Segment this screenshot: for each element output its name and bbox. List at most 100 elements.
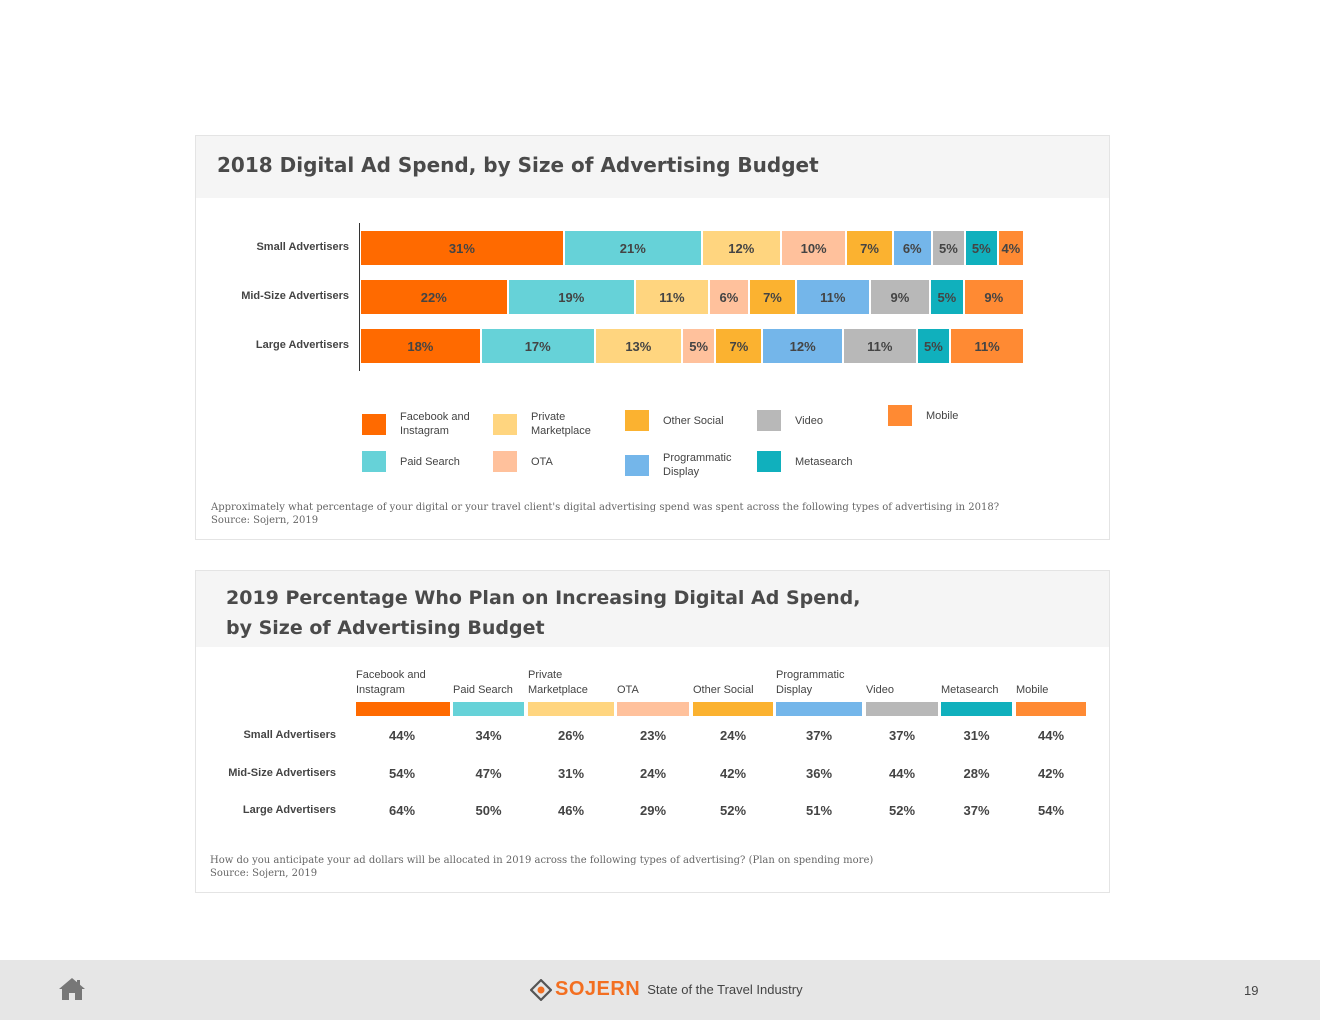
column-header-private_marketplace: Private Marketplace (528, 669, 588, 696)
table-cell-facebook: 44% (388, 728, 416, 743)
bar-segment-facebook: 31% (361, 231, 563, 265)
bar-segment-private_marketplace: 13% (595, 329, 681, 363)
legend-label: Facebook and Instagram (400, 411, 470, 437)
table-cell-paid_search: 47% (475, 766, 502, 781)
brand-logo: SOJERN State of the Travel Industry (530, 978, 803, 1001)
legend-label: Metasearch (795, 455, 853, 468)
column-header-programmatic: Programmatic Display (776, 669, 845, 696)
y-axis-line (359, 223, 360, 371)
column-header-video: Video (866, 684, 894, 696)
brand-name: SOJERN (555, 978, 641, 1000)
column-header-metasearch: Metasearch (941, 684, 999, 696)
footnote-question: Approximately what percentage of your di… (211, 502, 1000, 513)
legend-label: Private Marketplace (531, 411, 591, 437)
bar-segment-metasearch: 5% (917, 329, 950, 363)
legend-item-other_social: Other Social (625, 410, 753, 431)
table-cell-programmatic: 37% (805, 728, 833, 743)
column-header-paid_search: Paid Search (453, 684, 513, 696)
table-cell-ota: 23% (639, 728, 667, 743)
table-cell-other_social: 52% (719, 803, 747, 818)
table-title: 2019 Percentage Who Plan on Increasing D… (226, 583, 1109, 643)
column-color-bar-paid_search (453, 702, 524, 716)
home-icon[interactable] (58, 976, 86, 1002)
table-cell-metasearch: 37% (963, 803, 990, 818)
bar-segment-video: 11% (843, 329, 916, 363)
footnote-source: Source: Sojern, 2019 (211, 515, 319, 526)
bar-segment-paid_search: 17% (481, 329, 594, 363)
bar-segment-private_marketplace: 11% (635, 280, 708, 314)
bar-segment-ota: 10% (781, 231, 846, 265)
legend-label: Programmatic Display (663, 452, 732, 478)
bar-segment-mobile: 9% (964, 280, 1023, 314)
chart-card-2018: 2018 Digital Ad Spend, by Size of Advert… (195, 135, 1110, 540)
legend-swatch (362, 451, 386, 472)
legend-swatch (888, 405, 912, 426)
legend-item-mobile: Mobile (888, 405, 1016, 426)
legend-label: Other Social (663, 414, 724, 427)
row-label: Small Advertisers (243, 729, 336, 741)
column-color-bar-programmatic (776, 702, 862, 716)
bar-segment-paid_search: 19% (508, 280, 634, 314)
table-cell-programmatic: 36% (805, 766, 833, 781)
legend-swatch (757, 410, 781, 431)
bar-segment-other_social: 7% (847, 231, 892, 265)
bar-segment-facebook: 22% (361, 280, 507, 314)
legend-swatch (493, 413, 517, 435)
table-cell-mobile: 44% (1037, 728, 1065, 743)
table-cell-paid_search: 34% (475, 728, 502, 743)
column-color-bar-mobile (1016, 702, 1086, 716)
column-color-bar-video (866, 702, 938, 716)
legend-label: OTA (531, 455, 553, 468)
column-header-ota: OTA (617, 684, 639, 696)
table-cell-other_social: 42% (719, 766, 747, 781)
bar-segment-other_social: 7% (716, 329, 762, 363)
table-cell-programmatic: 51% (805, 803, 833, 818)
table-title-line-1: 2019 Percentage Who Plan on Increasing D… (226, 587, 861, 609)
bar-segment-video: 5% (932, 231, 964, 265)
legend-swatch (493, 451, 517, 472)
bar-segment-other_social: 7% (750, 280, 795, 314)
table-cell-metasearch: 31% (963, 728, 990, 743)
row-label: Small Advertisers (256, 241, 349, 253)
table-header: 2019 Percentage Who Plan on Increasing D… (196, 571, 1109, 647)
legend-label: Video (795, 414, 823, 427)
bar-segment-programmatic: 11% (796, 280, 869, 314)
bar-segment-mobile: 4% (998, 231, 1023, 265)
column-color-bar-facebook (356, 702, 450, 716)
legend-item-paid_search: Paid Search (362, 451, 490, 472)
legend-item-private_marketplace: Private Marketplace (493, 410, 621, 438)
table-title-line-2: by Size of Advertising Budget (226, 617, 545, 639)
column-color-bar-other_social (693, 702, 773, 716)
page-footer: SOJERN State of the Travel Industry 19 (0, 960, 1320, 1020)
table-cell-mobile: 54% (1037, 803, 1065, 818)
row-label: Large Advertisers (242, 804, 336, 816)
bar-segment-metasearch: 5% (965, 231, 997, 265)
bar-segment-ota: 6% (709, 280, 748, 314)
table-cell-metasearch: 28% (963, 766, 990, 781)
column-color-bar-ota (617, 702, 689, 716)
bar-segment-ota: 5% (682, 329, 715, 363)
bar-segment-programmatic: 6% (893, 231, 931, 265)
legend-item-video: Video (757, 410, 885, 431)
bar-segment-metasearch: 5% (931, 280, 963, 314)
row-label: Large Advertisers (255, 339, 349, 351)
column-header-mobile: Mobile (1016, 684, 1049, 696)
table-cell-video: 37% (888, 728, 916, 743)
table-cell-facebook: 54% (388, 766, 416, 781)
table-cell-private_marketplace: 46% (557, 803, 585, 818)
bar-segment-mobile: 11% (951, 329, 1023, 363)
legend-swatch (625, 410, 649, 431)
legend-item-programmatic: Programmatic Display (625, 451, 753, 479)
table-cell-private_marketplace: 26% (557, 728, 585, 743)
page-number: 19 (1244, 983, 1259, 998)
chart-header: 2018 Digital Ad Spend, by Size of Advert… (196, 136, 1109, 198)
column-color-bar-metasearch (941, 702, 1012, 716)
legend-item-facebook: Facebook and Instagram (362, 410, 490, 438)
legend-label: Paid Search (400, 455, 460, 468)
row-label: Mid-Size Advertisers (241, 290, 349, 302)
footnote-question: How do you anticipate your ad dollars wi… (210, 855, 874, 866)
table-cell-private_marketplace: 31% (557, 766, 585, 781)
chart-title: 2018 Digital Ad Spend, by Size of Advert… (217, 153, 819, 177)
table-footnote: How do you anticipate your ad dollars wi… (210, 854, 873, 880)
legend-label: Mobile (926, 409, 959, 422)
